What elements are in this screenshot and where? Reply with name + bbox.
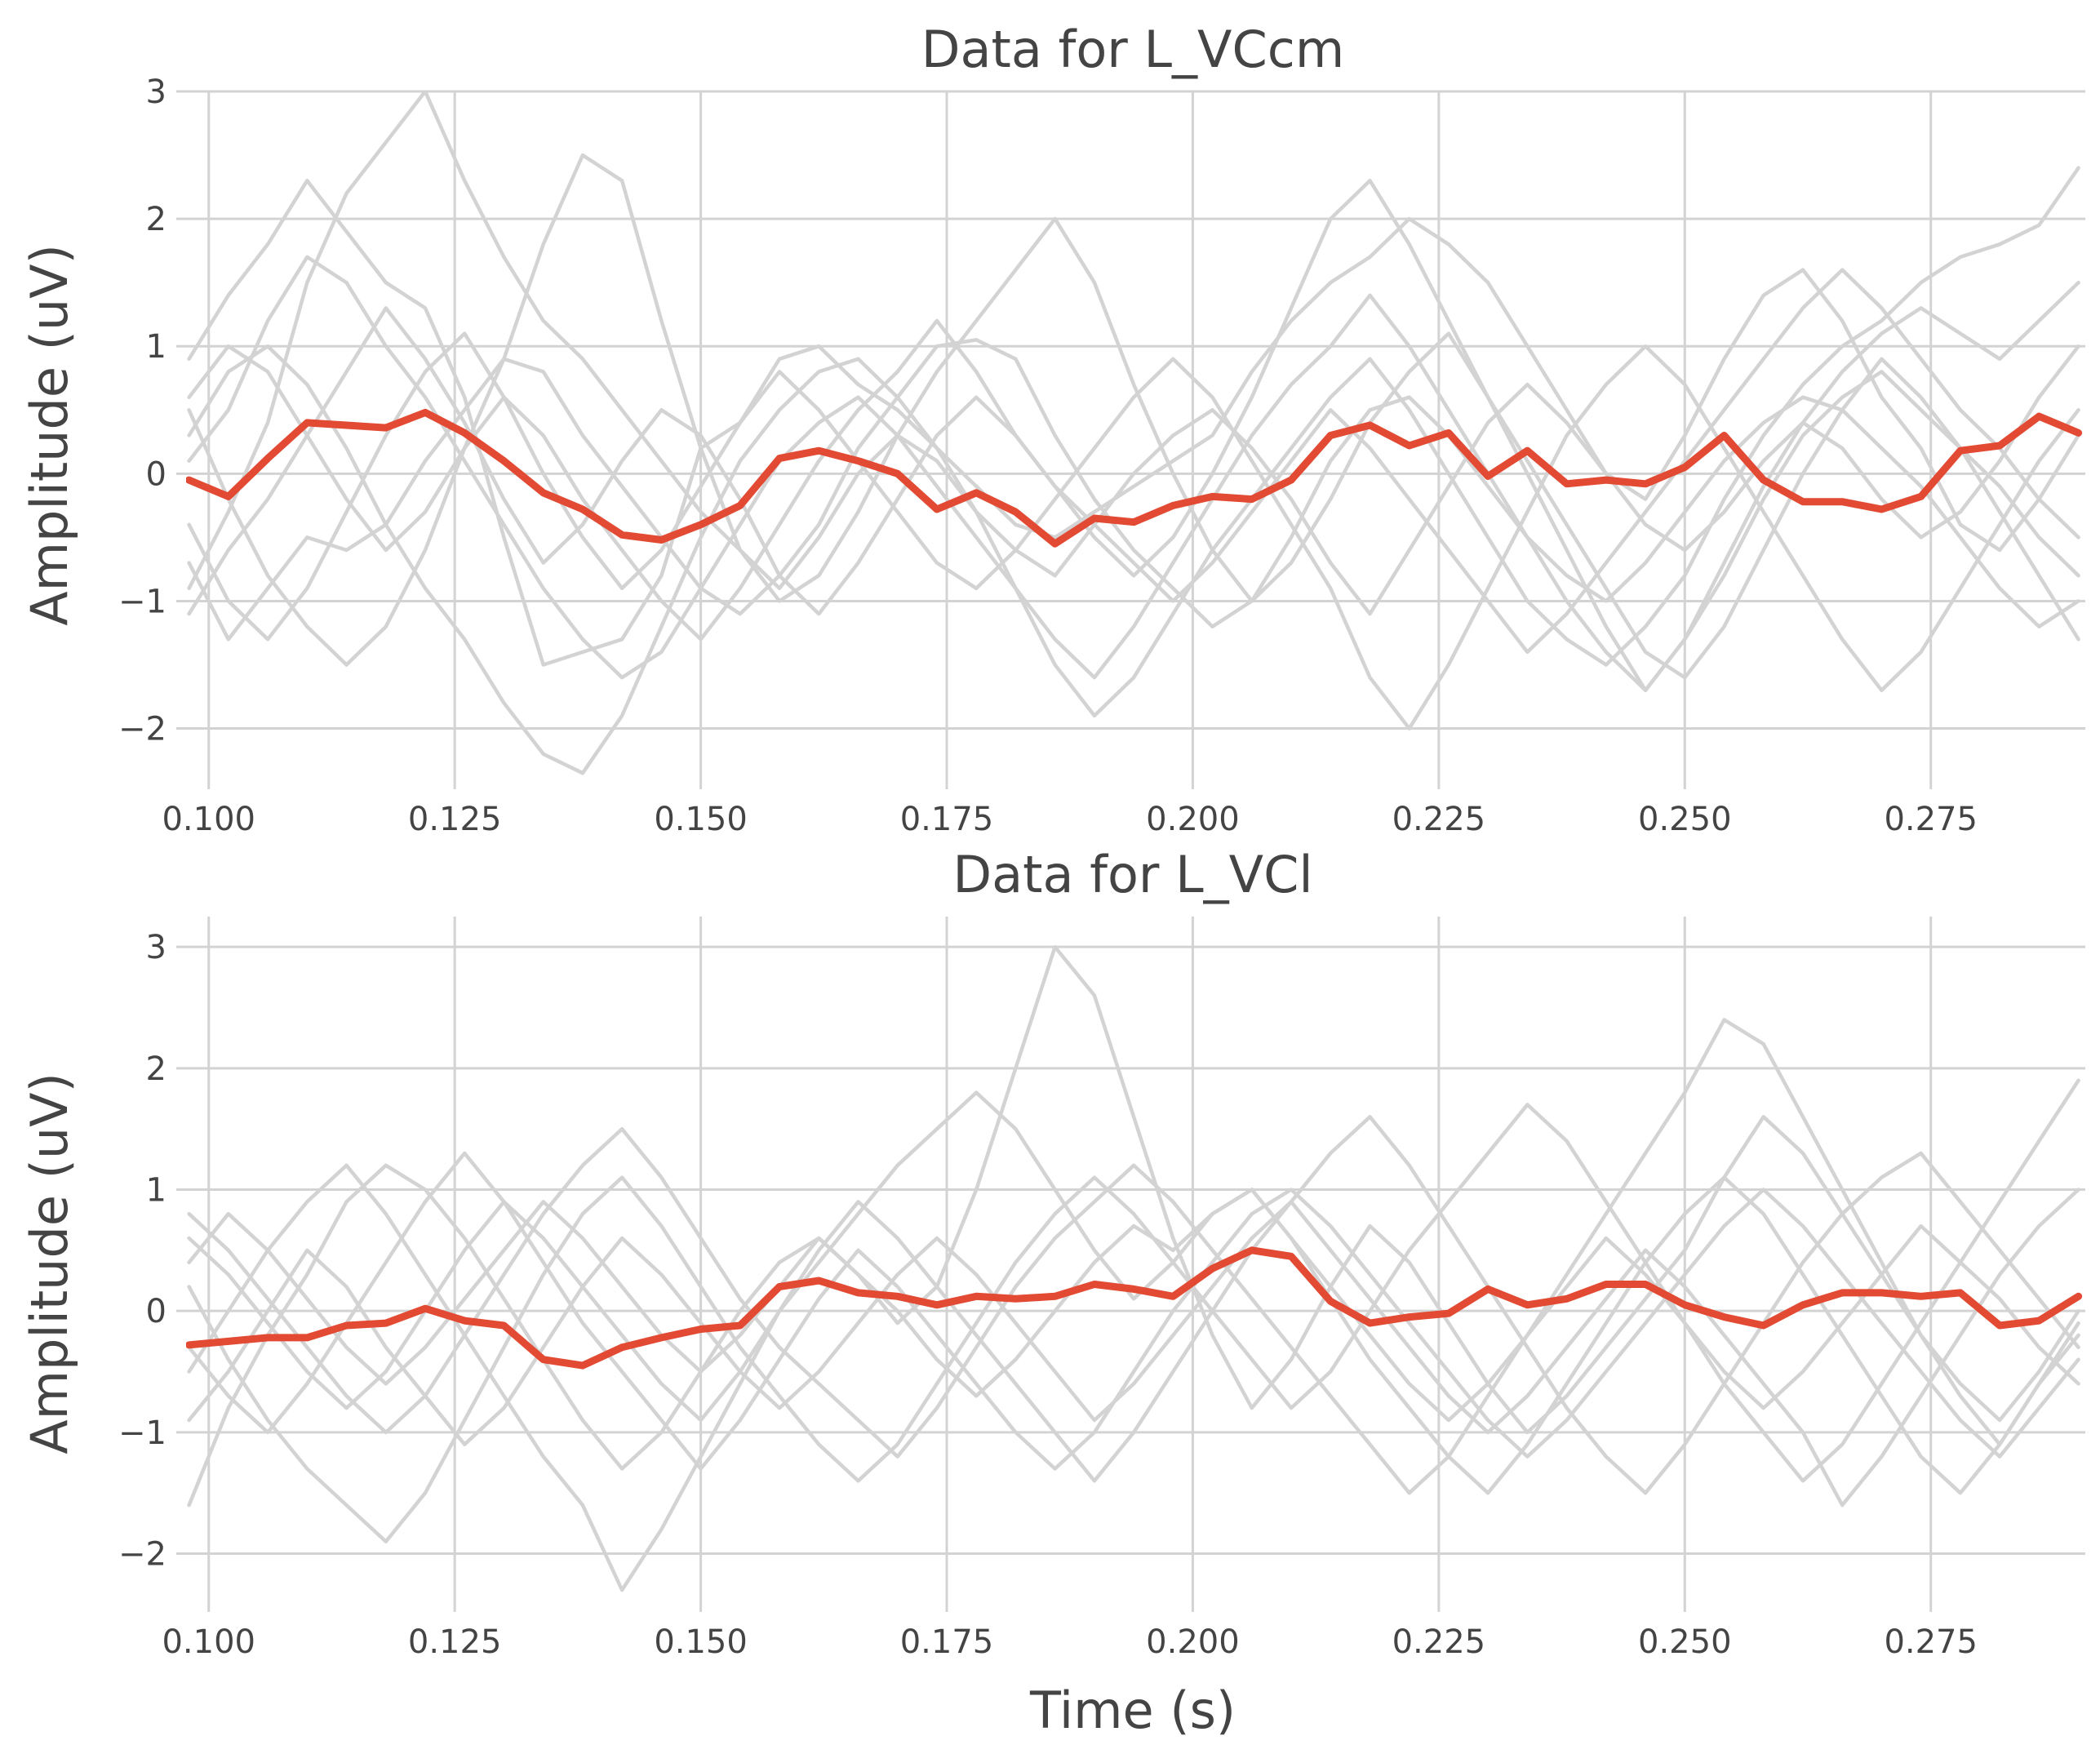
- x-tick-label: 0.275: [1884, 1623, 1978, 1661]
- mean-series-line: [186, 1246, 2083, 1370]
- x-tick-label: 0.100: [162, 801, 255, 838]
- x-tick-label: 0.200: [1146, 1623, 1240, 1661]
- mean-line: [186, 408, 2083, 548]
- x-tick-label: 0.250: [1638, 801, 1732, 838]
- x-tick-label: 0.125: [408, 801, 502, 838]
- trial-lines: [187, 944, 2080, 1592]
- trial-series-line: [187, 255, 2080, 692]
- y-tick-label: −2: [118, 1536, 166, 1574]
- y-tick-label: 3: [146, 929, 166, 966]
- trial-series-line: [187, 1188, 2080, 1508]
- x-tick-label: 0.250: [1638, 1623, 1732, 1661]
- x-tick-label: 0.200: [1146, 801, 1240, 838]
- trial-series-line: [187, 179, 2080, 692]
- tick-labels: 0.100 0.125 0.150 0.175 0.200 0.225 0.250 0.275…: [118, 73, 1978, 838]
- y-tick-label: 3: [146, 73, 166, 111]
- x-tick-label: 0.225: [1392, 1623, 1486, 1661]
- mean-line: [186, 1246, 2083, 1370]
- x-tick-label: 0.150: [654, 801, 748, 838]
- trial-series-line: [187, 153, 2080, 680]
- trial-lines: [187, 91, 2080, 775]
- x-tick-label: 0.175: [900, 801, 994, 838]
- trial-series-line: [187, 1188, 2080, 1423]
- subplot-top: Data for L_VCcm Amplitude (uV) 0.100 0.12…: [20, 20, 2085, 838]
- y-axis-label: Amplitude (uV): [20, 244, 79, 626]
- x-tick-label: 0.150: [654, 1623, 748, 1661]
- y-axis-label: Amplitude (uV): [20, 1072, 79, 1454]
- x-tick-label: 0.175: [900, 1623, 994, 1661]
- y-tick-label: −1: [118, 583, 166, 620]
- trial-series-line: [187, 91, 2080, 616]
- y-tick-label: 2: [146, 201, 166, 238]
- trial-series-line: [187, 1151, 2080, 1471]
- x-tick-label: 0.275: [1884, 801, 1978, 838]
- mean-series-line: [186, 408, 2083, 548]
- trial-series-line: [187, 1078, 2080, 1543]
- trial-series-line: [187, 944, 2080, 1508]
- trial-series-line: [187, 1018, 2080, 1495]
- subplot-title: Data for L_VCl: [952, 845, 1312, 904]
- x-tick-label: 0.100: [162, 1623, 255, 1661]
- trial-series-line: [187, 166, 2080, 775]
- y-tick-label: −2: [118, 711, 166, 748]
- x-tick-label: 0.125: [408, 1623, 502, 1661]
- subplot-title: Data for L_VCcm: [921, 20, 1344, 79]
- y-tick-label: −1: [118, 1414, 166, 1452]
- tick-labels: 0.100 0.125 0.150 0.175 0.200 0.225 0.250 0.275…: [118, 929, 1978, 1661]
- y-tick-label: 2: [146, 1050, 166, 1088]
- x-tick-label: 0.225: [1392, 801, 1486, 838]
- grid-lines: [176, 90, 2085, 789]
- subplot-bottom: Data for L_VCl Amplitude (uV) 0.100 0.125…: [20, 845, 2085, 1740]
- y-tick-label: 0: [146, 1293, 166, 1330]
- trial-series-line: [187, 268, 2080, 655]
- x-axis-label: Time (s): [1029, 1681, 1236, 1740]
- y-tick-label: 0: [146, 455, 166, 493]
- y-tick-label: 1: [146, 328, 166, 366]
- trial-series-line: [187, 179, 2080, 667]
- y-tick-label: 1: [146, 1172, 166, 1210]
